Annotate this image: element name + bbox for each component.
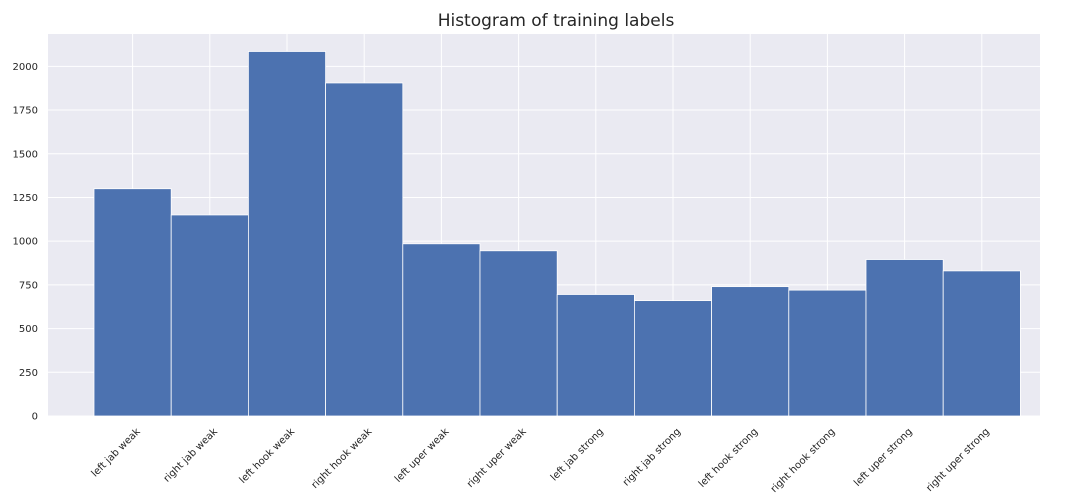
bar-right-hook-weak: [325, 82, 404, 417]
bar-left-uper-strong: [865, 259, 944, 417]
bar-right-uper-weak: [479, 250, 558, 417]
x-tick-label: right jab strong: [621, 426, 683, 488]
x-tick-label: right uper weak: [465, 426, 529, 490]
bar-right-uper-strong: [942, 270, 1021, 417]
x-tick-label: right jab weak: [162, 426, 220, 484]
y-tick-label: 500: [19, 324, 38, 335]
y-tick-label: 2000: [13, 62, 38, 73]
y-tick-label: 1000: [13, 237, 38, 248]
x-tick-label: right uper strong: [924, 426, 992, 494]
bar-right-hook-strong: [788, 289, 867, 417]
x-tick-label: left hook weak: [238, 426, 298, 486]
y-axis-ticks: 0 250 500 750 1000 1250 1500 1750 2000: [13, 62, 38, 423]
x-tick-label: left uper weak: [393, 426, 452, 485]
y-tick-label: 250: [19, 368, 38, 379]
bar-right-jab-weak: [170, 214, 249, 417]
x-tick-label: left hook strong: [697, 426, 760, 489]
x-tick-label: left jab strong: [549, 426, 606, 483]
bar-right-jab-strong: [634, 300, 713, 417]
y-tick-label: 1500: [13, 149, 38, 160]
y-tick-label: 750: [19, 280, 38, 291]
x-tick-label: right hook weak: [310, 426, 375, 491]
x-tick-label: right hook strong: [769, 426, 838, 495]
bar-left-uper-weak: [402, 243, 481, 417]
bar-left-jab-strong: [556, 294, 635, 417]
bar-left-hook-strong: [711, 286, 790, 417]
y-tick-label: 0: [32, 412, 38, 423]
y-tick-label: 1250: [13, 193, 38, 204]
x-tick-label: left jab weak: [90, 426, 143, 479]
x-axis-ticks: left jab weak right jab weak left hook wea…: [90, 426, 992, 495]
x-tick-label: left uper strong: [852, 426, 914, 488]
bar-left-jab-weak: [93, 188, 172, 417]
y-tick-label: 1750: [13, 106, 38, 117]
chart-title: Histogram of training labels: [438, 11, 675, 31]
bar-left-hook-weak: [247, 51, 326, 417]
bars: [93, 51, 1021, 417]
